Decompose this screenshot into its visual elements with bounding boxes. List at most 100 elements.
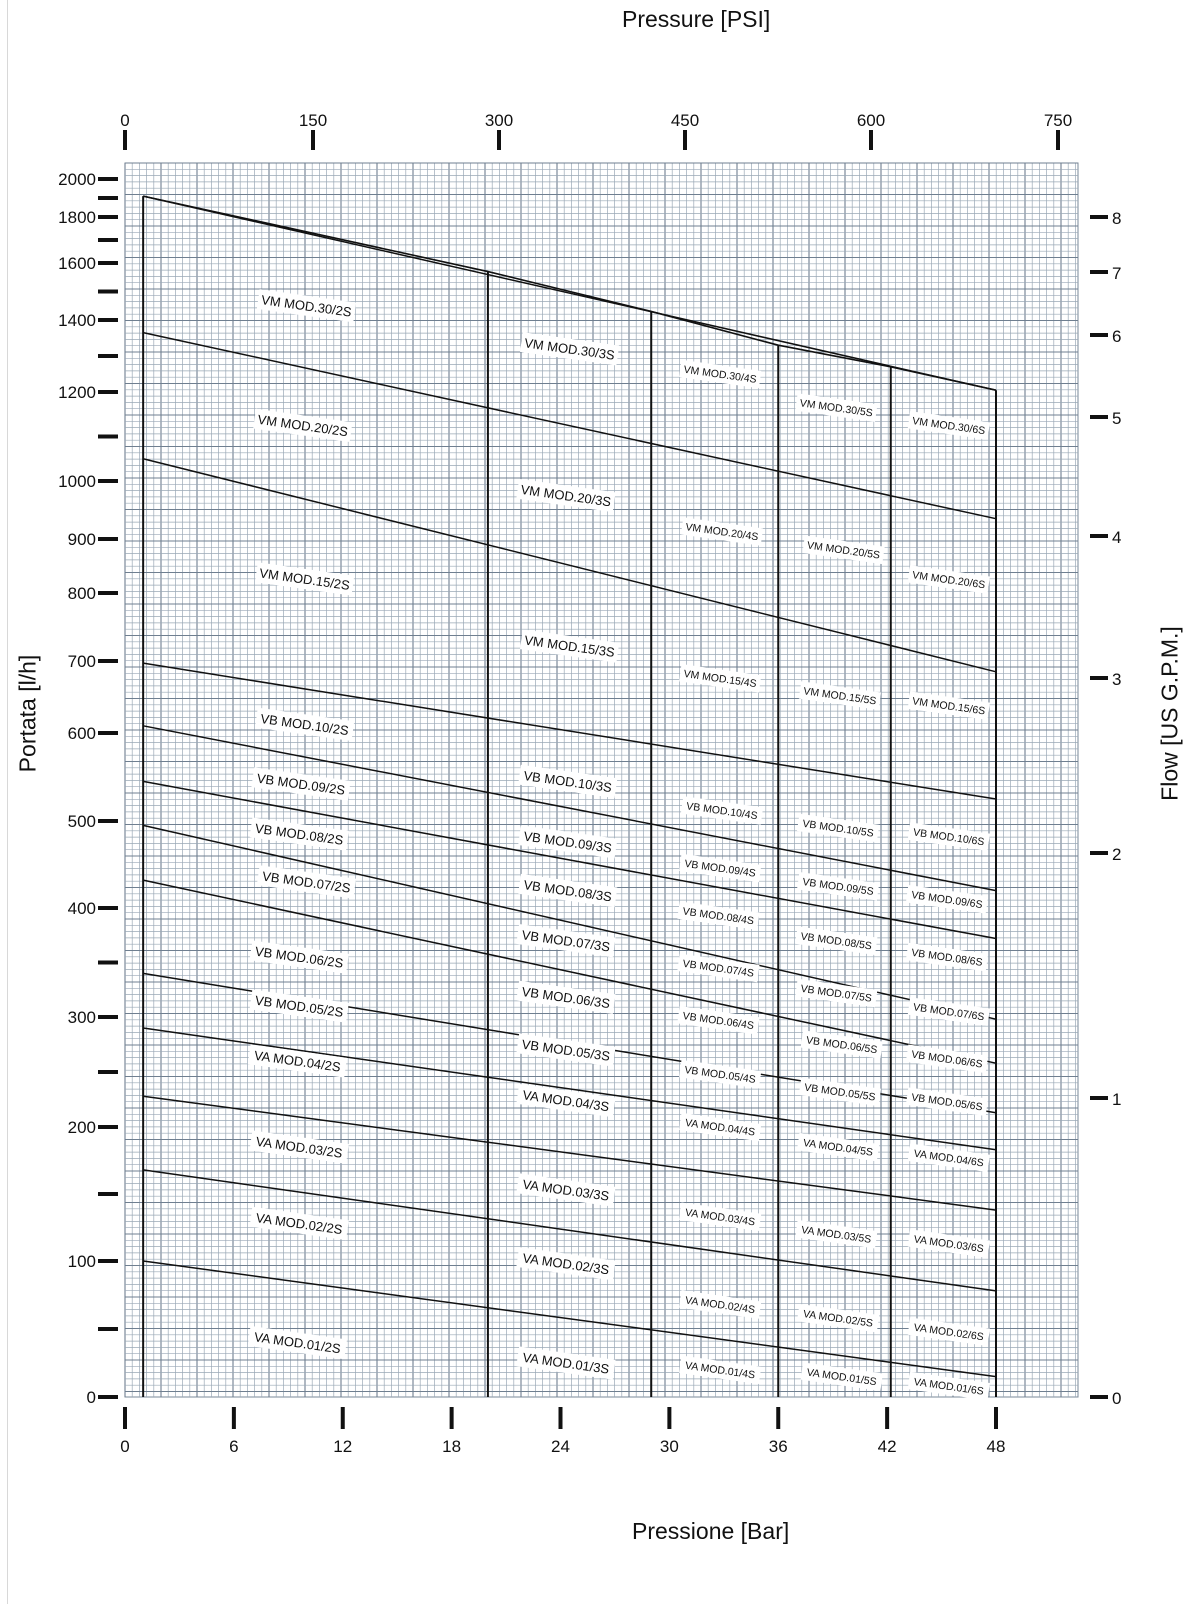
psi-tick-label: 600 bbox=[857, 111, 885, 130]
bar-tick-mark bbox=[885, 1407, 890, 1429]
psi-tick-mark bbox=[683, 130, 687, 150]
gpm-tick-mark bbox=[1090, 415, 1108, 419]
series-line bbox=[143, 1169, 997, 1292]
series-label-box bbox=[907, 1371, 990, 1401]
bar-tick-label: 6 bbox=[229, 1437, 238, 1456]
series-label: VA MOD.02/4S bbox=[679, 1290, 762, 1319]
series-label-box bbox=[249, 940, 349, 974]
lh-minor-tick bbox=[98, 354, 118, 358]
series-line bbox=[143, 780, 997, 940]
series-label: VA MOD.04/5S bbox=[797, 1132, 880, 1162]
gpm-tick-label: 3 bbox=[1112, 670, 1121, 689]
gpm-tick-label: 1 bbox=[1112, 1090, 1121, 1109]
lh-tick-mark bbox=[98, 819, 118, 823]
lh-tick-label: 300 bbox=[68, 1008, 96, 1027]
series-label-box bbox=[679, 359, 762, 389]
series-label-box bbox=[247, 1325, 347, 1360]
series-line bbox=[142, 331, 997, 520]
series-label: VA MOD.01/5S bbox=[800, 1362, 883, 1391]
series-line bbox=[142, 879, 997, 1064]
lh-tick-label: 1200 bbox=[58, 383, 96, 402]
series-label-box bbox=[677, 1006, 760, 1035]
series-label-box bbox=[907, 411, 990, 440]
lh-tick-mark bbox=[98, 659, 118, 663]
series-label-box bbox=[907, 565, 990, 594]
bar-tick-label: 0 bbox=[120, 1437, 129, 1456]
series-label-box bbox=[907, 997, 990, 1026]
stage-limit-lines bbox=[142, 195, 997, 1397]
series-label-box bbox=[679, 1202, 762, 1232]
lh-minor-tick bbox=[98, 238, 118, 242]
series-line bbox=[142, 195, 997, 391]
lh-tick-label: 1800 bbox=[58, 208, 96, 227]
lh-minor-tick bbox=[98, 960, 118, 965]
psi-tick-mark bbox=[869, 130, 873, 150]
lh-tick-label: 0 bbox=[87, 1388, 96, 1407]
psi-tick-label: 300 bbox=[485, 111, 513, 130]
lh-tick-mark bbox=[98, 318, 118, 322]
series-label-box bbox=[795, 926, 878, 955]
series-line bbox=[143, 1095, 997, 1211]
series-label-box bbox=[519, 629, 620, 663]
bar-tick-label: 24 bbox=[551, 1437, 570, 1456]
psi-tick-mark bbox=[311, 130, 315, 150]
series-label-box bbox=[797, 813, 880, 843]
series-label: VB MOD.05/6S bbox=[905, 1087, 989, 1116]
gpm-tick-mark bbox=[1090, 534, 1108, 538]
lh-tick-mark bbox=[98, 1015, 118, 1019]
series-label: VM MOD.20/3S bbox=[516, 478, 616, 513]
series-label-box bbox=[680, 517, 764, 546]
series-line bbox=[143, 662, 997, 800]
lh-tick-mark bbox=[98, 1395, 118, 1399]
axes: 0 6 12 18 24 30 36 42 480 150 300 450 600 75001002003… bbox=[58, 111, 1121, 1456]
series-label-box bbox=[251, 767, 351, 801]
lh-tick-mark bbox=[98, 1259, 118, 1263]
series-label-box bbox=[800, 1030, 883, 1059]
series-label-box bbox=[255, 562, 355, 596]
bar-tick-mark bbox=[776, 1407, 781, 1429]
series-label: VB MOD.10/4S bbox=[680, 796, 764, 825]
gpm-tick-label: 7 bbox=[1112, 264, 1121, 283]
lh-tick-mark bbox=[98, 479, 118, 483]
psi-tick-label: 750 bbox=[1044, 111, 1072, 130]
lh-tick-mark bbox=[98, 261, 118, 265]
series-label: VB MOD.08/5S bbox=[795, 926, 878, 955]
gpm-tick-mark bbox=[1090, 333, 1108, 337]
series-label: VB MOD.08/6S bbox=[905, 942, 989, 972]
bar-tick-label: 36 bbox=[769, 1437, 788, 1456]
psi-tick-label: 150 bbox=[299, 111, 327, 130]
series-lines bbox=[142, 195, 997, 1378]
series-label: VA MOD.03/4S bbox=[679, 1202, 762, 1232]
series-label-box bbox=[256, 865, 357, 899]
series-label: VA MOD.01/4S bbox=[679, 1355, 762, 1385]
series-label: VB MOD.08/4S bbox=[677, 901, 760, 930]
series-label-box bbox=[516, 1173, 616, 1207]
series-label-box bbox=[256, 289, 357, 323]
series-label-box bbox=[795, 393, 878, 422]
series-label-box bbox=[516, 980, 616, 1015]
series-line bbox=[143, 1027, 997, 1151]
series-label: VA MOD.02/6S bbox=[907, 1317, 990, 1346]
series-label: VB MOD.07/4S bbox=[677, 953, 760, 983]
top-axis-title: Pressure [PSI] bbox=[622, 6, 771, 32]
series-label-box bbox=[907, 1229, 990, 1258]
series-label-box bbox=[516, 1033, 616, 1067]
series-label-box bbox=[516, 1346, 616, 1380]
lh-tick-label: 700 bbox=[68, 652, 96, 671]
series-label-box bbox=[797, 1132, 880, 1162]
lh-tick-label: 800 bbox=[68, 584, 96, 603]
bar-tick-label: 30 bbox=[660, 1437, 679, 1456]
gpm-tick-mark bbox=[1090, 215, 1108, 219]
series-label-box bbox=[798, 1077, 882, 1107]
lh-tick-mark bbox=[98, 537, 118, 541]
series-label: VA MOD.04/4S bbox=[679, 1112, 762, 1142]
bar-tick-mark bbox=[449, 1407, 454, 1429]
series-label-box bbox=[519, 332, 620, 366]
gpm-tick-mark bbox=[1090, 851, 1108, 855]
series-line bbox=[143, 725, 997, 892]
series-label: VA MOD.03/5S bbox=[795, 1219, 878, 1249]
gpm-tick-label: 2 bbox=[1112, 845, 1121, 864]
lh-tick-label: 200 bbox=[68, 1118, 96, 1137]
series-label: VA MOD.02/5S bbox=[797, 1303, 880, 1333]
series-label-box bbox=[679, 664, 762, 693]
